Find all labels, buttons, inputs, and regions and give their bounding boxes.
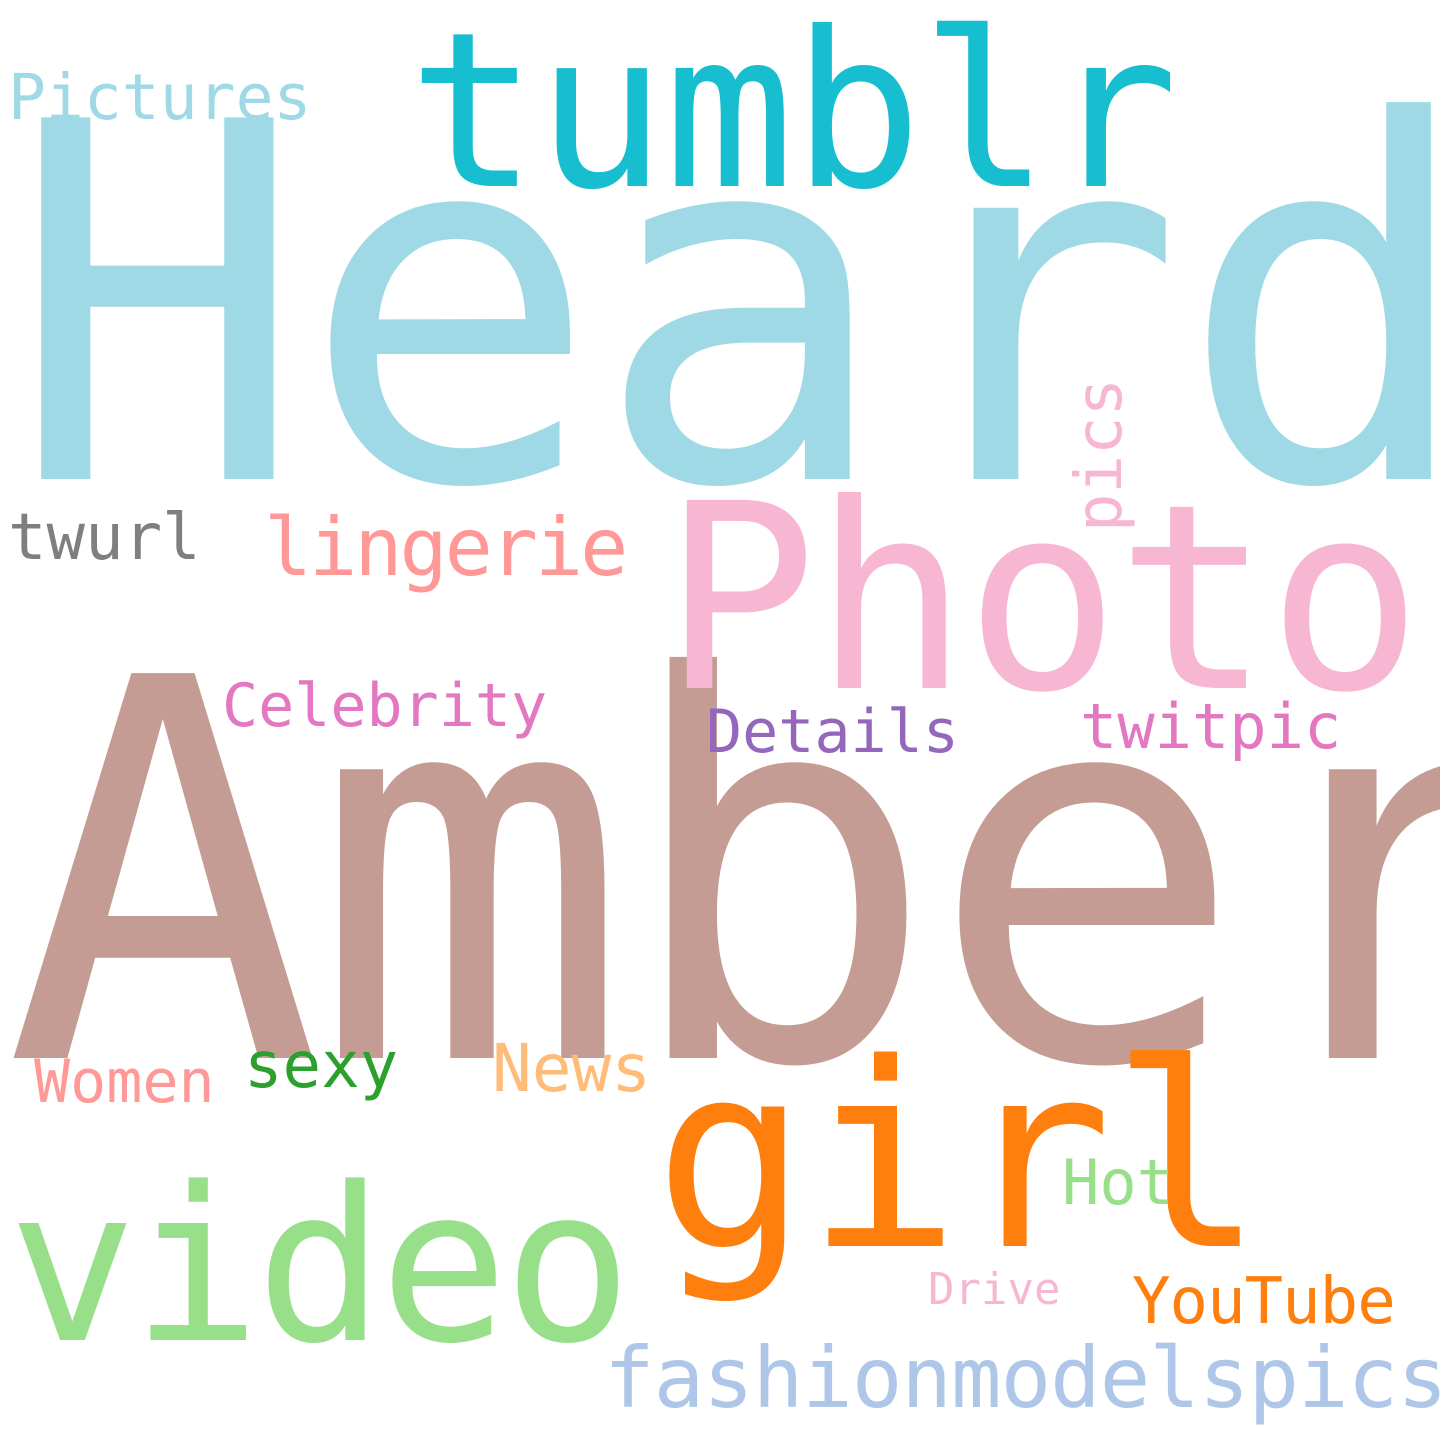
word-celebrity: Celebrity <box>222 671 548 741</box>
word-sexy: sexy <box>244 1029 399 1103</box>
word-video: video <box>8 1142 632 1391</box>
word-lingerie: lingerie <box>264 501 628 594</box>
word-girl: girl <box>654 1009 1264 1307</box>
word-twitpic: twitpic <box>1080 690 1342 763</box>
word-pictures: Pictures <box>8 61 312 134</box>
word-heard: Heard <box>8 19 1440 596</box>
word-photo: Photo <box>662 449 1423 749</box>
word-drive: Drive <box>928 1264 1061 1315</box>
word-news: News <box>492 1030 651 1107</box>
word-amber: Amber <box>4 568 1440 1183</box>
word-details: Details <box>706 697 959 767</box>
word-twurl: twurl <box>8 501 201 575</box>
word-fashionmodelspics: fashionmodelspics <box>604 1329 1440 1427</box>
word-pics: pics <box>1063 377 1137 532</box>
word-tumblr: tumblr <box>408 0 1178 237</box>
word-hot: Hot <box>1062 1146 1174 1219</box>
word-youtube: YouTube <box>1132 1265 1396 1339</box>
word-women: Women <box>34 1047 215 1117</box>
